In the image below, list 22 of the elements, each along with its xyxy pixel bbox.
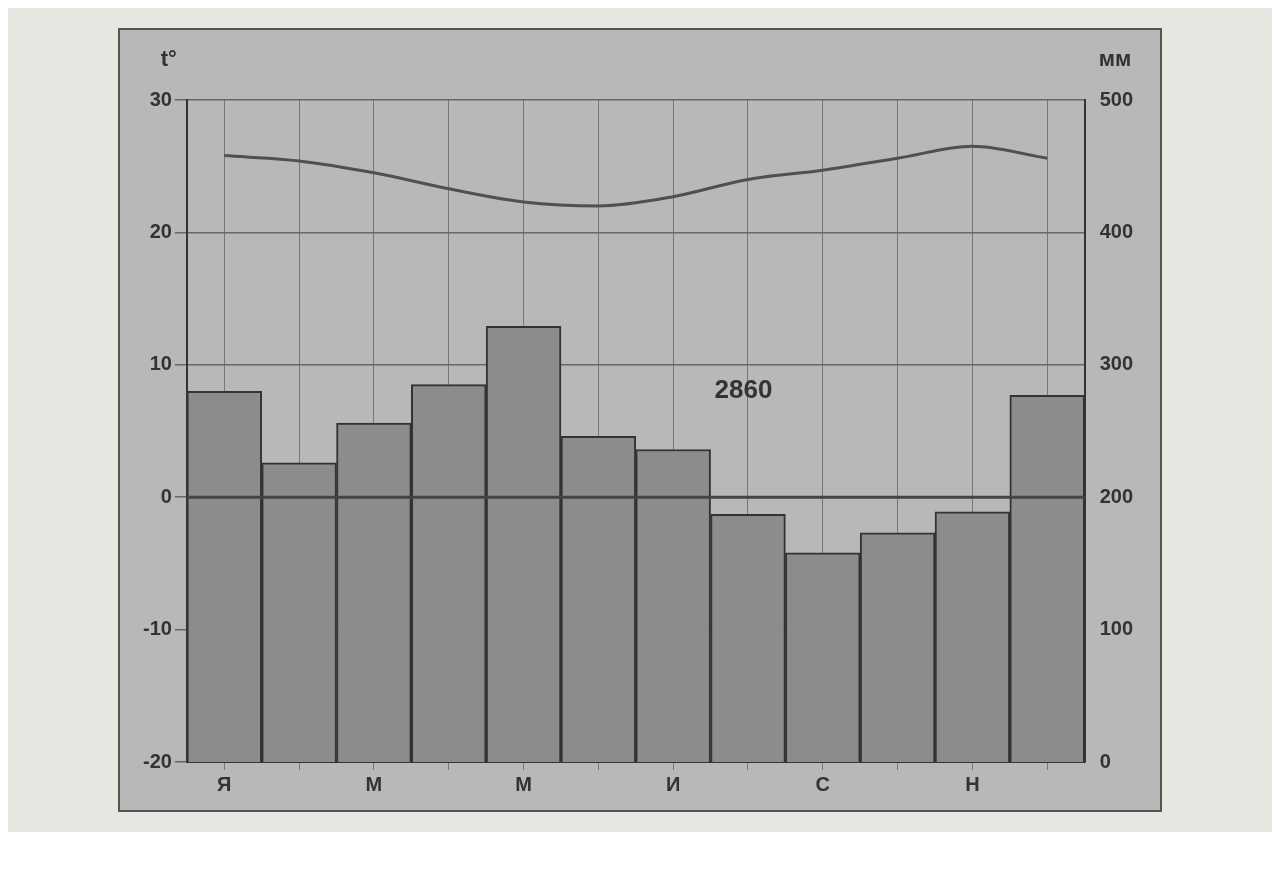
y2-tick-label: 300 [1099,352,1134,375]
y-tick-label: 10 [149,352,172,375]
line-series [222,144,1049,208]
x-tick-label: М [365,772,383,795]
x-tick-label: С [815,772,831,795]
x-tick-label: И [665,772,681,795]
y-tick-label: 0 [160,484,172,507]
y-tick-label: 30 [149,87,172,110]
y2-tick-label: 500 [1099,87,1134,110]
y2-tick-label: 400 [1099,219,1134,242]
y-tick-label: 20 [149,219,172,242]
y-axis-title: t° [160,46,177,71]
y2-tick-label: 200 [1099,484,1134,507]
y-tick-label: -10 [143,617,172,640]
annotation: 2860 [714,373,773,404]
y2-tick-label: 0 [1099,749,1111,772]
x-tick-label: Я [217,772,232,795]
y2-tick-label: 100 [1099,617,1134,640]
y-tick-label: -20 [143,749,172,772]
y2-axis-title: мм [1098,46,1132,71]
x-tick-label: М [515,772,532,795]
x-tick-label: Н [965,772,980,795]
